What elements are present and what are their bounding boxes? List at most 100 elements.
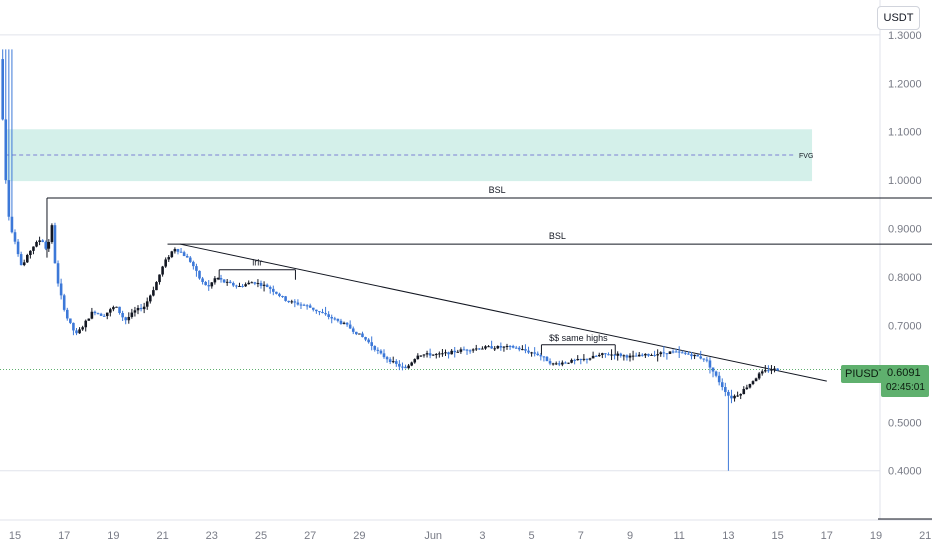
candle-body xyxy=(158,274,161,283)
candle-body xyxy=(339,320,343,324)
candle-body xyxy=(256,282,260,284)
candle-body xyxy=(84,320,88,328)
candle-body xyxy=(665,353,669,355)
candle-body xyxy=(773,368,776,370)
candle-body xyxy=(401,366,404,368)
candle-body xyxy=(93,311,97,314)
candle-body xyxy=(232,283,235,286)
candle-body xyxy=(109,309,112,313)
bsl-label: BSL xyxy=(489,185,506,195)
candle-body xyxy=(576,358,580,361)
candle-body xyxy=(391,361,395,363)
candle-body xyxy=(65,309,69,319)
candle-body xyxy=(776,368,779,371)
candle-body xyxy=(121,312,124,318)
candle-body xyxy=(152,290,155,296)
candle-body xyxy=(398,363,401,367)
candle-body xyxy=(16,241,20,255)
candle-body xyxy=(1,59,4,120)
candle-body xyxy=(545,356,549,362)
candle-body xyxy=(176,249,180,252)
candle-body xyxy=(419,355,423,357)
price-axis[interactable]: 1.3000 1.2000 1.1000 1.0000 0.9000 0.8000 0.70… xyxy=(888,30,922,478)
candle-body xyxy=(29,250,32,256)
candle-body xyxy=(739,394,742,396)
currency-button[interactable]: USDT xyxy=(877,6,920,30)
fvg-zone[interactable]: FVG xyxy=(5,129,813,182)
price-tick-label: 1.3000 xyxy=(888,30,922,42)
time-tick-label: 7 xyxy=(578,530,584,542)
candle-body xyxy=(708,360,712,368)
candle-body xyxy=(733,395,736,399)
candle-body xyxy=(668,351,672,354)
candle-body xyxy=(130,312,134,317)
candle-body xyxy=(462,349,466,351)
candle-body xyxy=(628,355,632,358)
drawing-lines[interactable]: BSL BSL xyxy=(0,185,932,382)
candle-body xyxy=(551,363,555,365)
candle-body xyxy=(118,306,121,313)
candle-body xyxy=(493,348,496,350)
candle-body xyxy=(634,355,638,357)
candle-body xyxy=(364,337,367,340)
candle-body xyxy=(487,346,490,348)
candle-body xyxy=(471,349,475,351)
candle-body xyxy=(625,355,629,358)
time-tick-label: Jun xyxy=(424,530,442,542)
candle-body xyxy=(299,304,303,306)
candle-body xyxy=(730,395,733,399)
candle-body xyxy=(19,254,23,266)
candle-body xyxy=(751,381,755,385)
candle-body xyxy=(75,330,78,334)
candle-body xyxy=(72,322,75,331)
candle-body xyxy=(490,346,493,349)
candle-body xyxy=(139,307,143,310)
candle-body xyxy=(764,370,767,372)
candle-body xyxy=(308,305,312,308)
candle-body xyxy=(69,318,72,323)
candle-body xyxy=(216,278,220,280)
candle-body xyxy=(422,354,426,356)
candle-body xyxy=(711,367,715,372)
candle-body xyxy=(164,259,167,267)
candle-body xyxy=(127,316,131,321)
price-tick-label: 1.0000 xyxy=(888,175,922,187)
candle-body xyxy=(185,256,189,258)
candle-body xyxy=(478,348,481,350)
candle-body xyxy=(278,293,281,297)
candle-body xyxy=(112,307,115,310)
candle-body xyxy=(662,352,666,354)
price-tick-label: 0.7000 xyxy=(888,320,922,332)
candle-body xyxy=(345,322,349,325)
candle-body xyxy=(447,352,450,355)
candle-body xyxy=(597,354,601,357)
candle-body xyxy=(225,281,229,283)
candle-body xyxy=(78,329,81,334)
candle-countdown: 02:45:01 xyxy=(886,382,925,393)
candle-body xyxy=(59,283,63,296)
candle-body xyxy=(573,359,576,361)
candle-body xyxy=(474,348,478,350)
candle-body xyxy=(136,307,140,311)
candle-body xyxy=(305,305,309,307)
candle-body xyxy=(653,354,656,356)
candle-body xyxy=(315,309,318,312)
price-tick-label: 1.1000 xyxy=(888,127,922,139)
candle-body xyxy=(465,349,469,351)
candle-body xyxy=(570,359,573,363)
price-tick-label: 1.2000 xyxy=(888,78,922,90)
time-axis[interactable]: 15 17 19 21 23 25 27 29 Jun 3 5 7 9 11 13 15 17 19 21 xyxy=(9,530,931,542)
trendline[interactable] xyxy=(179,243,827,382)
candle-body xyxy=(253,282,257,284)
time-tick-label: 19 xyxy=(870,530,882,542)
time-tick-label: 25 xyxy=(255,530,267,542)
candle-body xyxy=(690,354,693,357)
candle-body xyxy=(367,339,370,343)
candle-body xyxy=(41,240,44,242)
candle-body xyxy=(87,318,91,321)
candle-body xyxy=(481,348,484,350)
candle-body xyxy=(262,284,266,286)
candle-body xyxy=(548,361,552,364)
